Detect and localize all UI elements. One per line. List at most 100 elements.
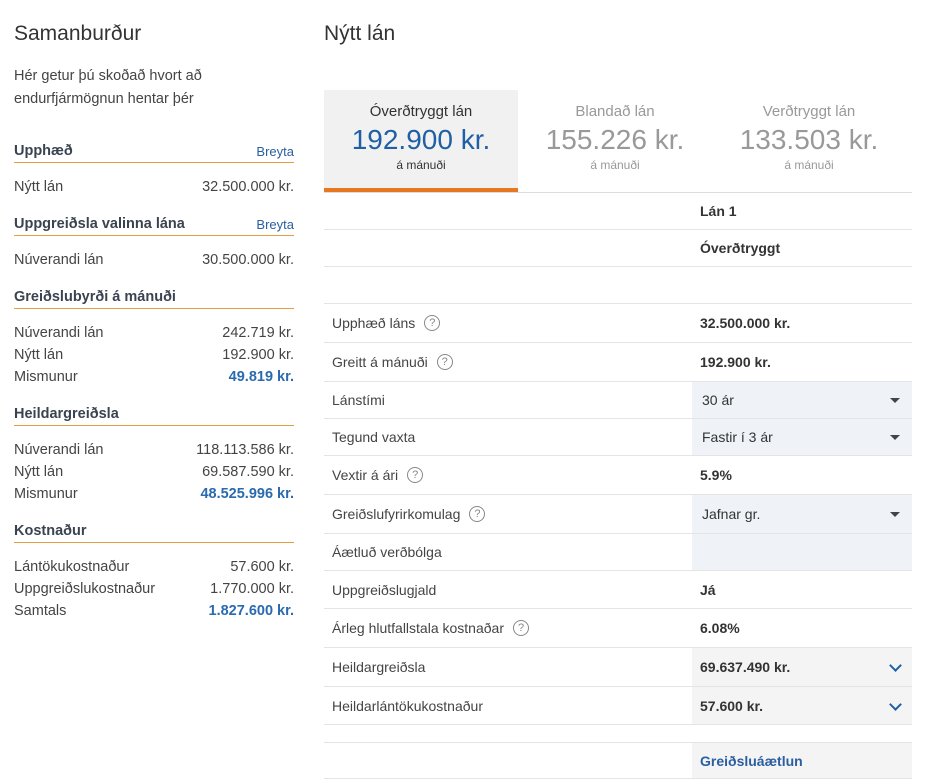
table-row: Lánstími 30 ár [324,382,912,419]
row-label: Greitt á mánuði [332,354,428,370]
help-icon[interactable]: ? [424,315,441,331]
row-value: 192.900 kr. [222,347,294,363]
row-value: 69.587.590 kr. [202,464,294,480]
row-label: Árleg hlutfallstala kostnaðar [332,620,504,636]
total-value: 1.827.600 kr. [208,603,294,619]
edit-payoff-link[interactable]: Breyta [256,217,294,232]
help-icon[interactable]: ? [469,506,486,522]
section-title: Upphæð [14,143,73,159]
section-total: Heildargreiðsla Núverandi lán 118.113.586… [14,403,294,505]
loan-term-select[interactable]: 30 ár [692,382,912,418]
row-label: Heildargreiðsla [332,659,426,675]
section-title: Greiðslubyrði á mánuði [14,289,176,305]
tab-amount: 192.900 kr. [351,124,491,155]
section-title: Uppgreiðsla valinna lána [14,216,185,232]
section-monthly: Greiðslubyrði á mánuði Núverandi lán 242.… [14,286,294,388]
section-payoff: Uppgreiðsla valinna lána Breyta Núverandi… [14,213,294,271]
tab-name: Blandað lán [575,103,655,120]
chevron-down-icon[interactable] [889,659,902,672]
help-icon[interactable]: ? [513,620,529,636]
row-label: Vextir á ári [332,467,399,483]
help-icon[interactable]: ? [407,467,424,483]
row-value: Já [700,581,716,598]
row-value: 57.600 kr. [230,559,294,575]
row-value: 242.719 kr. [222,325,294,341]
row-value: 57.600 kr. [700,697,764,714]
row-label: Núverandi lán [14,325,104,341]
caret-down-icon [890,398,900,403]
row-value: 5.9% [700,467,732,483]
summary-title: Samanburður [14,22,142,45]
tab-non-indexed[interactable]: Óverðtryggt lán 192.900 kr. á mánuði [324,90,518,192]
row-label: Nýtt lán [14,179,64,195]
row-label: Uppgreiðslukostnaður [14,581,156,597]
table-row: Heildargreiðsla 69.637.490 kr. [324,648,912,687]
tab-period: á mánuði [784,158,834,172]
row-value: 69.637.490 kr. [700,659,791,675]
tab-indexed[interactable]: Verðtryggt lán 133.503 kr. á mánuði [712,90,906,192]
table-row: Vextir á ári? 5.9% [324,456,912,495]
row-label: Tegund vaxta [332,429,416,445]
loan-table: Lán 1 Óverðtryggt Upphæð láns? 32.500.000… [324,193,912,779]
row-label: Nýtt lán [14,347,64,363]
help-icon[interactable]: ? [436,354,453,370]
row-value: 30.500.000 kr. [202,252,294,268]
row-label: Mismunur [14,369,78,385]
loan-header: Lán 1 [700,203,737,219]
table-row: Greiðslufyrirkomulag? Jafnar gr. [324,495,912,534]
row-value: 32.500.000 kr. [700,315,791,331]
chevron-down-icon[interactable] [889,697,902,711]
loan-type-tabs: Óverðtryggt lán 192.900 kr. á mánuði Bland… [324,90,912,193]
row-label: Uppgreiðslugjald [332,581,437,598]
new-loan-title: Nýtt lán [324,22,396,45]
tab-name: Óverðtryggt lán [369,103,473,120]
table-row: Árleg hlutfallstala kostnaðar? 6.08% [324,609,912,648]
row-label: Heildarlántökukostnaður [332,697,483,714]
new-loan-panel: Nýtt lán Óverðtryggt lán 192.900 kr. á mán… [324,22,912,779]
total-cost-expand[interactable]: 57.600 kr. [692,687,912,724]
section-title: Kostnaður [14,523,87,539]
payment-schedule-link[interactable]: Greiðsluáætlun [700,752,803,769]
payment-type-select[interactable]: Jafnar gr. [692,495,912,533]
total-payment-expand[interactable]: 69.637.490 kr. [692,648,912,686]
caret-down-icon [890,435,900,440]
row-label: Upphæð láns [332,315,416,331]
select-value: Jafnar gr. [702,506,761,522]
table-row: Áætluð verðbólga [324,534,912,571]
row-label: Mismunur [14,486,78,502]
select-value: Fastir í 3 ár [702,429,773,445]
table-row: Uppgreiðslugjald Já [324,571,912,609]
difference-value: 48.525.996 kr. [200,486,294,502]
tab-mixed[interactable]: Blandað lán 155.226 kr. á mánuði [518,90,712,192]
section-title: Heildargreiðsla [14,406,119,422]
row-label: Nýtt lán [14,464,64,480]
summary-panel: Samanburður Hér getur þú skoðað hvort að… [14,22,294,622]
caret-down-icon [890,512,900,517]
tab-period: á mánuði [396,158,446,172]
interest-type-select[interactable]: Fastir í 3 ár [692,419,912,455]
select-value: 30 ár [702,392,734,408]
row-value: 118.113.586 kr. [196,442,294,458]
row-value: 32.500.000 kr. [202,179,294,195]
tab-amount: 155.226 kr. [545,124,685,155]
tab-amount: 133.503 kr. [739,124,879,155]
section-cost: Kostnaður Lántökukostnaður 57.600 kr. Upp… [14,520,294,622]
row-label: Lántökukostnaður [14,559,130,575]
tab-name: Verðtryggt lán [762,103,856,120]
loan-type: Óverðtryggt [700,240,781,256]
row-label: Greiðslufyrirkomulag [332,506,461,522]
row-label: Lánstími [332,392,385,408]
difference-value: 49.819 kr. [228,369,294,385]
section-amount: Upphæð Breyta Nýtt lán 32.500.000 kr. [14,140,294,198]
edit-amount-link[interactable]: Breyta [256,144,294,159]
row-label: Áætluð verðbólga [332,544,442,560]
row-label: Samtals [14,603,67,619]
row-value: 1.770.000 kr. [210,581,294,597]
row-value: 192.900 kr. [700,354,771,370]
table-row: Greitt á mánuði? 192.900 kr. [324,343,912,382]
row-label: Núverandi lán [14,442,104,458]
summary-subtitle: Hér getur þú skoðað hvort að endurfjármö… [14,68,202,107]
inflation-input[interactable] [692,534,912,570]
tab-period: á mánuði [590,158,640,172]
table-row: Upphæð láns? 32.500.000 kr. [324,304,912,343]
